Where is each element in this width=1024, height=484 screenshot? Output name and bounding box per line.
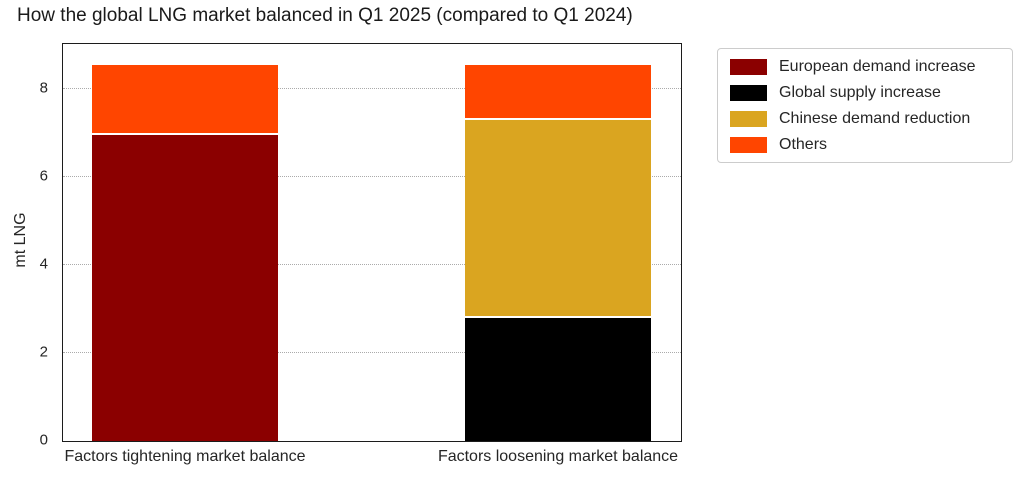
legend-item: Global supply increase bbox=[730, 83, 1000, 102]
x-tick-label-tightening: Factors tightening market balance bbox=[64, 448, 306, 465]
segment-chinese-demand-reduction bbox=[465, 117, 651, 316]
legend-swatch bbox=[730, 84, 767, 101]
bar-factors-tightening bbox=[92, 62, 278, 441]
legend-swatch bbox=[730, 136, 767, 153]
legend-label: European demand increase bbox=[779, 57, 976, 75]
legend-swatch bbox=[730, 110, 767, 127]
plot-area bbox=[62, 43, 682, 442]
legend-label: Others bbox=[779, 135, 828, 153]
legend-item: European demand increase bbox=[730, 57, 1000, 76]
legend-label: Chinese demand reduction bbox=[779, 109, 971, 127]
y-tick-label: 2 bbox=[39, 343, 48, 361]
chart-title: How the global LNG market balanced in Q1… bbox=[17, 5, 633, 26]
gridline bbox=[63, 352, 681, 353]
y-tick-label: 0 bbox=[39, 431, 48, 449]
segment-others bbox=[465, 62, 651, 118]
x-tick-label-loosening: Factors loosening market balance bbox=[437, 448, 679, 465]
segment-european-demand-increase bbox=[92, 133, 278, 441]
y-axis-ticks: 0 2 4 6 8 bbox=[0, 44, 54, 449]
gridline bbox=[63, 88, 681, 89]
gridline bbox=[63, 264, 681, 265]
legend-item: Chinese demand reduction bbox=[730, 109, 1000, 128]
legend: European demand increase Global supply i… bbox=[717, 48, 1013, 163]
bar-factors-loosening bbox=[465, 62, 651, 441]
gridlines bbox=[63, 44, 681, 441]
y-tick-label: 4 bbox=[39, 255, 48, 273]
segment-global-supply-increase bbox=[465, 315, 651, 441]
legend-label: Global supply increase bbox=[779, 83, 941, 101]
y-tick-label: 8 bbox=[39, 79, 48, 97]
segment-others bbox=[92, 62, 278, 133]
legend-item: Others bbox=[730, 135, 1000, 154]
y-tick-label: 6 bbox=[39, 167, 48, 185]
gridline bbox=[63, 176, 681, 177]
legend-swatch bbox=[730, 58, 767, 75]
